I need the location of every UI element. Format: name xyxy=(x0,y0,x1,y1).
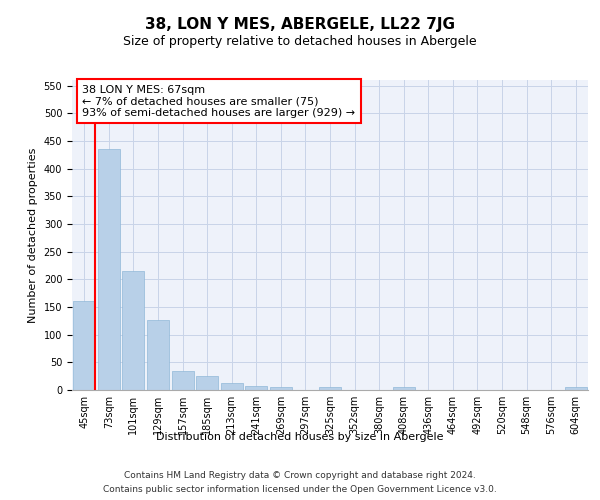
Text: Contains HM Land Registry data © Crown copyright and database right 2024.: Contains HM Land Registry data © Crown c… xyxy=(124,472,476,480)
Text: 38 LON Y MES: 67sqm
← 7% of detached houses are smaller (75)
93% of semi-detache: 38 LON Y MES: 67sqm ← 7% of detached hou… xyxy=(82,84,355,118)
Bar xyxy=(565,387,587,390)
Bar xyxy=(221,384,243,390)
Y-axis label: Number of detached properties: Number of detached properties xyxy=(28,148,38,322)
Bar xyxy=(270,386,292,390)
Bar xyxy=(172,370,194,390)
Bar xyxy=(245,386,268,390)
Bar xyxy=(73,302,95,390)
Bar xyxy=(196,376,218,390)
Text: Contains public sector information licensed under the Open Government Licence v3: Contains public sector information licen… xyxy=(103,484,497,494)
Bar xyxy=(98,149,120,390)
Bar xyxy=(147,320,169,390)
Text: Size of property relative to detached houses in Abergele: Size of property relative to detached ho… xyxy=(123,35,477,48)
Bar xyxy=(319,387,341,390)
Text: 38, LON Y MES, ABERGELE, LL22 7JG: 38, LON Y MES, ABERGELE, LL22 7JG xyxy=(145,18,455,32)
Bar xyxy=(392,387,415,390)
Text: Distribution of detached houses by size in Abergele: Distribution of detached houses by size … xyxy=(156,432,444,442)
Bar xyxy=(122,271,145,390)
